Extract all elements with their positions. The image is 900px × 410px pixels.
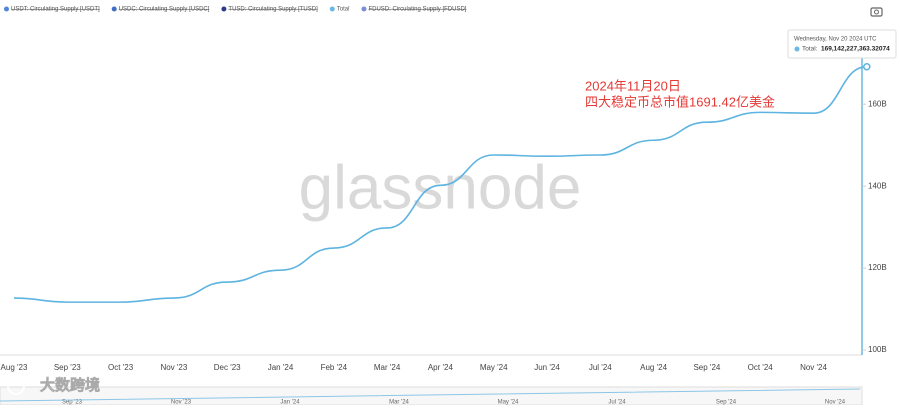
x-tick-label: May '24 xyxy=(480,363,508,372)
navigator-label: Jul '24 xyxy=(608,400,626,405)
x-tick-label: Oct '23 xyxy=(108,363,134,372)
legend-item[interactable]: USDT: Circulating Supply [USDT] xyxy=(11,7,100,13)
x-tick-label: Dec '23 xyxy=(214,363,241,372)
navigator-label: Jan '24 xyxy=(280,400,300,405)
legend-marker xyxy=(4,6,9,12)
logo: 大数跨境 xyxy=(7,376,100,395)
x-tick-label: Nov '24 xyxy=(800,363,827,372)
hover-point xyxy=(863,62,871,71)
y-tick-label: 160B xyxy=(868,99,887,108)
tooltip-date: Wednesday, Nov 20 2024 UTC xyxy=(794,37,877,43)
x-tick-label: Mar '24 xyxy=(374,363,401,372)
x-tick-label: Jun '24 xyxy=(534,363,560,372)
screenshot-button[interactable] xyxy=(870,7,883,17)
y-tick-label: 100B xyxy=(868,345,887,354)
x-tick-label: Sep '23 xyxy=(54,363,81,372)
navigator-label: Sep '23 xyxy=(62,400,83,405)
annotation: 四大稳定币总市值1691.42亿美金 xyxy=(585,94,775,109)
tooltip-label: Total: xyxy=(802,46,818,53)
navigator-label: Sep '24 xyxy=(716,400,737,405)
legend-item[interactable]: FDUSD: Circulating Supply [FDUSD] xyxy=(368,7,466,13)
navigator-label: Mar '24 xyxy=(389,400,409,405)
x-tick-label: Feb '24 xyxy=(321,363,348,372)
x-tick-label: Nov '23 xyxy=(160,363,187,372)
legend-item[interactable]: TUSD: Circulating Supply [TUSD] xyxy=(228,7,318,13)
watermark: glassnode xyxy=(299,153,582,222)
x-tick-label: Aug '24 xyxy=(640,363,667,372)
navigator-label: Nov '23 xyxy=(171,400,192,405)
legend-item[interactable]: Total xyxy=(337,7,350,13)
x-tick-label: Sep '24 xyxy=(693,363,720,372)
annotation: 2024年11月20日 xyxy=(585,78,681,93)
legend-marker xyxy=(111,6,117,12)
logo-text: 大数跨境 xyxy=(40,376,100,394)
legend-item[interactable]: USDC: Circulating Supply [USDC] xyxy=(119,7,210,13)
legend-marker xyxy=(361,6,367,12)
x-tick-label: Aug '23 xyxy=(1,363,28,372)
y-tick-label: 120B xyxy=(868,263,887,272)
series-line xyxy=(13,65,867,303)
y-tick-label: 140B xyxy=(868,181,887,190)
tooltip: Wednesday, Nov 20 2024 UTC Total: 169,14… xyxy=(787,29,897,59)
navigator-label: Nov '24 xyxy=(825,400,846,405)
x-tick-label: Jan '24 xyxy=(268,363,294,372)
navigator-label: May '24 xyxy=(498,400,519,405)
x-tick-label: Apr '24 xyxy=(428,363,454,372)
legend-marker xyxy=(329,6,335,12)
legend-marker xyxy=(221,6,227,12)
x-tick-label: Oct '24 xyxy=(748,363,774,372)
x-tick-label: Jul '24 xyxy=(589,363,612,372)
tooltip-value: 169,142,227,363.32074 xyxy=(821,46,890,53)
